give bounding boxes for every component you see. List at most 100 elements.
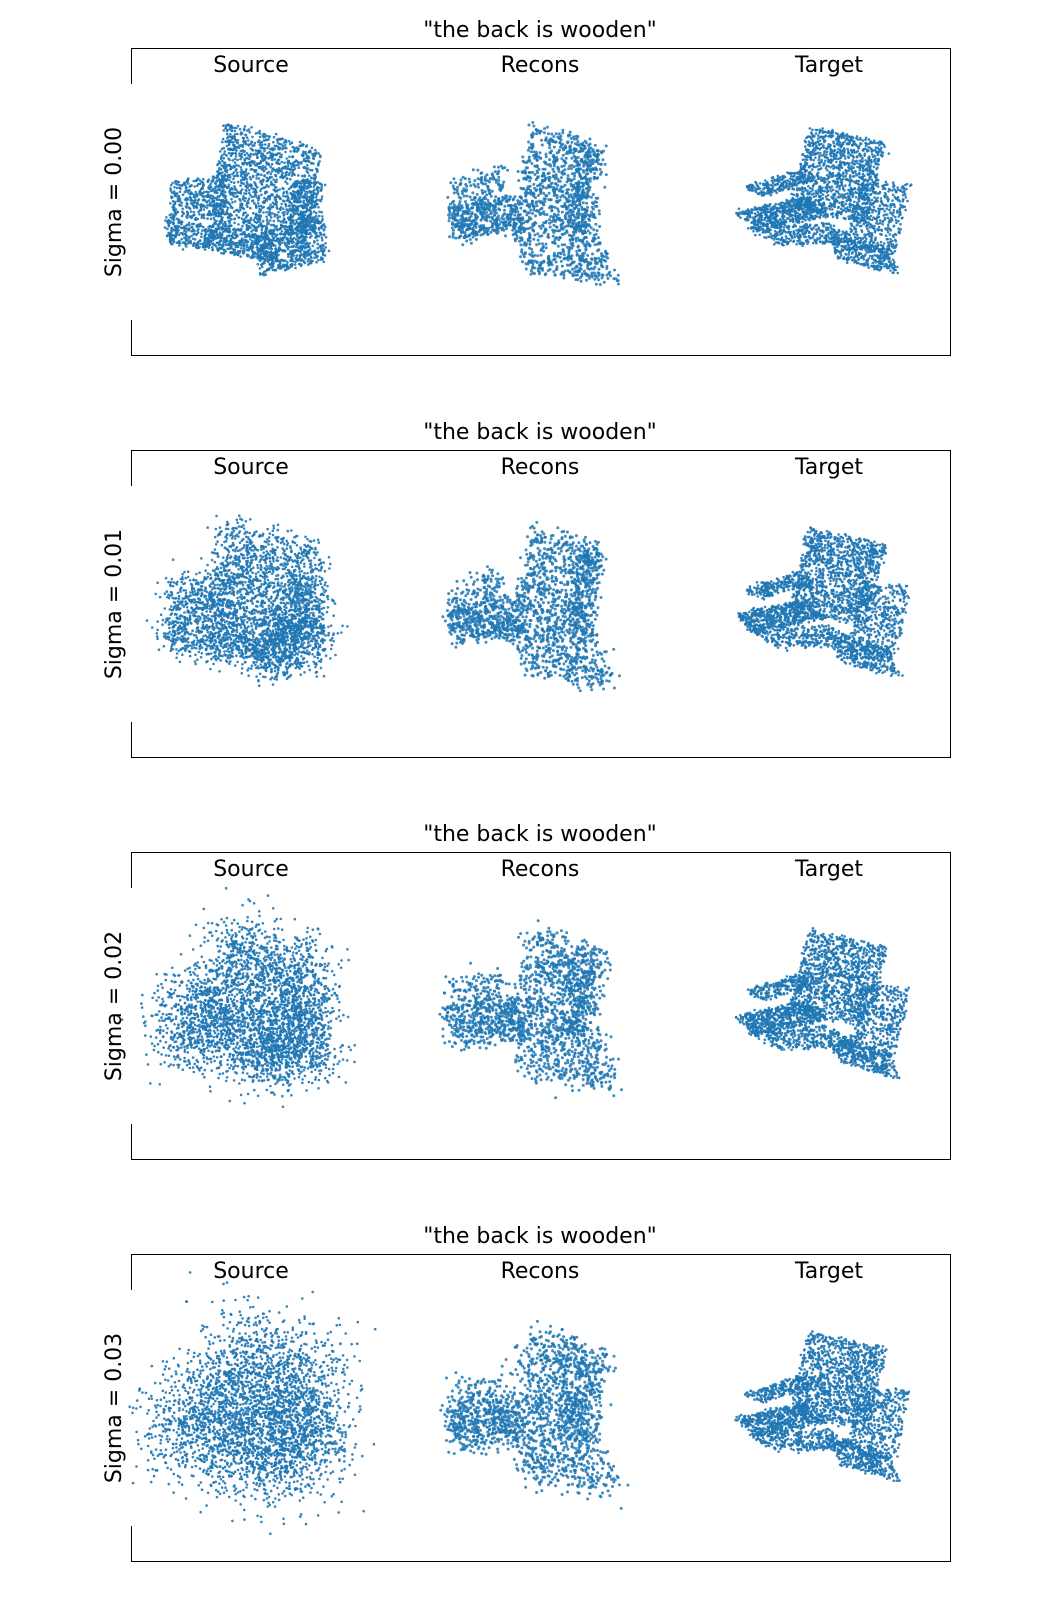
recons-point — [490, 189, 494, 193]
recons-point — [532, 182, 536, 186]
recons-point — [590, 210, 593, 214]
source-point — [221, 204, 224, 207]
source-point — [221, 140, 224, 144]
source-point — [256, 131, 260, 135]
source-point — [256, 241, 260, 244]
source-point — [239, 255, 242, 258]
source-point — [271, 235, 274, 238]
source-point — [233, 133, 237, 136]
source-point — [237, 216, 240, 219]
recons-point — [549, 137, 553, 141]
source-point — [274, 247, 277, 251]
source-point — [251, 228, 255, 232]
source-point — [220, 147, 224, 151]
recons-point — [508, 195, 512, 199]
source-point — [291, 145, 295, 149]
source-point — [243, 247, 246, 250]
source-point — [176, 195, 179, 198]
recons-point — [594, 282, 598, 286]
source-point — [191, 192, 194, 196]
source-point — [212, 200, 215, 204]
recons-point — [522, 255, 526, 259]
source-point — [318, 160, 321, 163]
recons-point — [505, 200, 509, 204]
recons-point — [600, 252, 603, 256]
source-point — [275, 193, 279, 197]
source-point — [249, 147, 253, 150]
recons-point — [552, 153, 556, 157]
source-point — [195, 233, 198, 237]
source-point — [247, 197, 251, 200]
source-point — [226, 206, 230, 210]
source-point — [288, 232, 292, 235]
source-point — [286, 240, 290, 244]
source-point — [312, 210, 316, 213]
recons-point — [557, 170, 561, 173]
source-point — [229, 135, 232, 139]
recons-point — [534, 221, 538, 225]
recons-point — [572, 177, 576, 181]
source-point — [215, 219, 218, 223]
source-point — [222, 201, 225, 205]
source-point — [222, 181, 225, 184]
source-point — [316, 239, 319, 242]
source-point — [245, 152, 249, 155]
recons-point — [478, 225, 482, 229]
source-point — [256, 251, 260, 255]
recons-point — [568, 164, 572, 168]
source-point — [189, 184, 192, 188]
recons-point — [525, 204, 529, 207]
source-point — [238, 243, 242, 247]
source-point — [178, 183, 182, 187]
source-point — [251, 199, 255, 202]
recons-point — [557, 132, 561, 136]
recons-point — [497, 207, 501, 211]
source-point — [220, 209, 224, 212]
source-point — [255, 153, 258, 157]
source-point — [189, 202, 193, 205]
source-point — [300, 179, 303, 183]
source-point — [290, 218, 293, 221]
source-point — [218, 178, 221, 181]
source-point — [223, 161, 227, 165]
recons-point — [568, 199, 572, 203]
source-point — [247, 172, 250, 175]
source-point — [168, 213, 172, 217]
source-point — [198, 245, 201, 249]
source-point — [183, 236, 186, 239]
recons-point — [590, 275, 594, 279]
source-point — [169, 187, 172, 190]
source-point — [232, 171, 236, 174]
source-point — [264, 138, 268, 142]
source-point — [295, 207, 298, 211]
source-point — [180, 237, 183, 241]
recons-point — [448, 235, 452, 239]
recons-point — [559, 176, 563, 180]
recons-point — [583, 146, 587, 150]
source-point — [244, 216, 248, 219]
recons-point — [578, 174, 582, 178]
source-point — [313, 250, 316, 254]
source-point — [271, 193, 274, 197]
recons-point — [575, 216, 579, 219]
source-point — [251, 211, 255, 215]
recons-point — [604, 255, 608, 259]
source-point — [324, 246, 327, 249]
recons-point — [539, 226, 543, 230]
source-point — [199, 222, 202, 226]
recons-point — [482, 210, 486, 214]
source-point — [277, 241, 280, 244]
recons-point — [584, 141, 588, 145]
source-point — [291, 207, 295, 210]
source-point — [211, 246, 214, 249]
source-point — [173, 192, 176, 195]
recons-point — [554, 175, 558, 179]
source-point — [227, 151, 231, 155]
recons-point — [566, 220, 570, 224]
source-point — [290, 174, 294, 177]
source-point — [278, 155, 282, 159]
source-point — [284, 221, 288, 224]
recons-point — [469, 214, 473, 218]
source-point — [307, 200, 311, 204]
recons-point — [546, 232, 550, 236]
